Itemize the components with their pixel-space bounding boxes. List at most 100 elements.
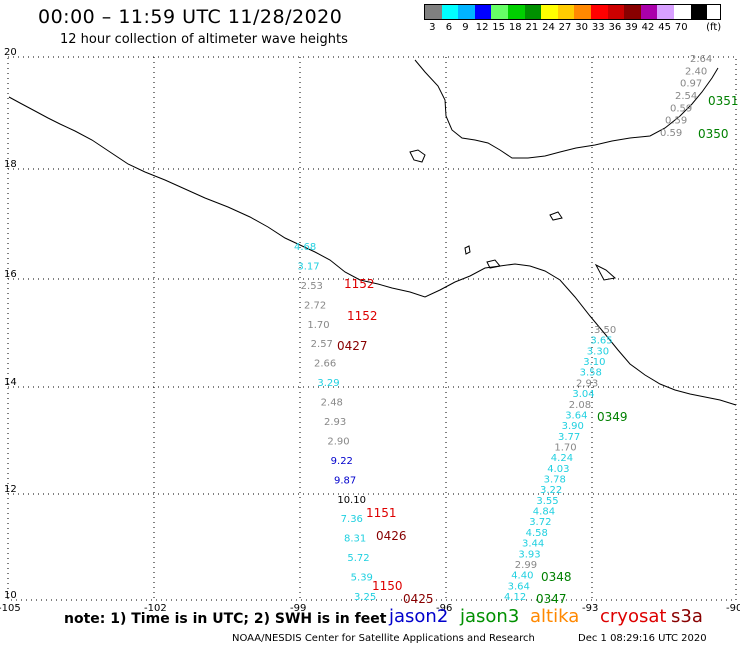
- wave-height-label: 4.03: [547, 464, 569, 475]
- wave-height-label: 2.40: [685, 66, 707, 77]
- lat-label: 14: [4, 377, 17, 388]
- legend-label: 70: [674, 22, 688, 33]
- wave-height-label: 5.39: [351, 573, 373, 584]
- wave-height-label: 4.24: [551, 453, 573, 464]
- wave-height-label: 3.65: [590, 336, 612, 347]
- altimeter-tracks: 2.642.400.972.540.590.590.594.683.172.53…: [294, 54, 712, 603]
- time-tags: 0351 0350 1152 1152 0427 0349 1151 0426 0348 1150…: [337, 94, 739, 606]
- coastline: [8, 96, 737, 406]
- legend-swatch: [458, 5, 475, 19]
- map-frame: [7, 56, 737, 601]
- wave-height-label: 3.58: [580, 368, 602, 379]
- lon-label: -93: [582, 603, 598, 614]
- wave-height-label: 9.22: [331, 456, 353, 467]
- lat-label: 16: [4, 269, 17, 280]
- wave-height-label: 0.59: [660, 128, 682, 139]
- wave-height-label: 4.40: [511, 571, 533, 582]
- legend-label: 27: [558, 22, 572, 33]
- wave-height-label: 3.10: [583, 357, 605, 368]
- island: [594, 263, 617, 281]
- legend-swatch: [640, 5, 658, 19]
- wave-height-label: 4.68: [294, 242, 316, 253]
- legend-swatch: [474, 5, 492, 19]
- satellite-s3a: s3a: [671, 606, 703, 627]
- wave-height-label: 3.30: [587, 346, 609, 357]
- graticule: 20 18 16 14 12 10 -105 -102 -99 -96 -93 -90: [0, 47, 740, 614]
- lon-label: -105: [0, 603, 21, 614]
- time-tag: 0349: [597, 410, 628, 424]
- legend-label: 45: [658, 22, 671, 33]
- legend-swatch: [441, 5, 459, 19]
- island: [486, 259, 501, 269]
- wave-height-label: 3.22: [540, 485, 562, 496]
- wave-height-label: 4.58: [526, 528, 548, 539]
- wave-height-label: 2.08: [569, 400, 591, 411]
- time-tag: 0426: [376, 529, 407, 543]
- satellite-altika: altika: [530, 606, 580, 627]
- island: [409, 149, 426, 163]
- satellite-jason2: jason2: [389, 606, 449, 627]
- time-tag: 0347: [536, 592, 567, 606]
- wave-height-label: 3.90: [562, 421, 584, 432]
- legend-swatch: [491, 5, 508, 19]
- legend-swatch: [557, 5, 575, 19]
- legend-unit: (ft): [706, 22, 722, 33]
- legend-swatches: [424, 4, 722, 20]
- time-tag: 0348: [541, 570, 572, 584]
- legend-label: 21: [525, 22, 539, 33]
- wave-height-label: 2.48: [321, 398, 343, 409]
- wave-height-label: 5.72: [347, 553, 369, 564]
- color-legend: 3 6 9 12 15 18 21 24 27 30 33 36 39 42 45 70 (ft): [424, 4, 722, 33]
- wave-height-label: 2.90: [327, 436, 349, 447]
- wave-height-label: 2.57: [311, 339, 333, 350]
- wave-height-label: 1.70: [307, 320, 329, 331]
- wave-height-label: 3.50: [594, 325, 616, 336]
- lon-label: -99: [290, 603, 306, 614]
- legend-label: 18: [508, 22, 522, 33]
- legend-swatch: [574, 5, 591, 19]
- lat-label: 18: [4, 159, 17, 170]
- time-tag: 1152: [344, 277, 375, 291]
- wave-height-label: 2.53: [301, 281, 323, 292]
- wave-height-label: 2.99: [515, 560, 537, 571]
- island: [549, 211, 563, 221]
- time-tag: 1150: [372, 579, 403, 593]
- wave-height-label: 2.64: [690, 54, 712, 65]
- legend-swatch: [541, 5, 558, 19]
- legend-swatch: [590, 5, 608, 19]
- legend-label: 30: [575, 22, 588, 33]
- wave-height-label: 2.66: [314, 359, 336, 370]
- legend-labels: 3 6 9 12 15 18 21 24 27 30 33 36 39 42 45 70 (ft): [424, 22, 721, 33]
- legend-swatch: [607, 5, 625, 19]
- wave-height-label: 3.64: [508, 581, 530, 592]
- wave-height-label: 2.93: [324, 417, 346, 428]
- wave-height-label: 3.72: [529, 517, 551, 528]
- legend-swatch: [690, 5, 708, 19]
- lat-label: 10: [4, 590, 17, 601]
- wave-height-label: 3.55: [536, 496, 558, 507]
- page-title: 00:00 – 11:59 UTC 11/28/2020: [38, 6, 343, 28]
- legend-label: 42: [641, 22, 655, 33]
- wave-height-label: 3.04: [572, 389, 594, 400]
- wave-height-label: 0.59: [665, 116, 687, 127]
- legend-label: 15: [492, 22, 506, 33]
- lon-label: -96: [436, 603, 452, 614]
- legend-swatch: [673, 5, 691, 19]
- wave-height-label: 3.29: [317, 378, 339, 389]
- legend-label: 12: [475, 22, 489, 33]
- time-tag: 1151: [366, 506, 397, 520]
- satellite-cryosat: cryosat: [600, 606, 667, 627]
- legend-swatch: [507, 5, 525, 19]
- wave-height-label: 4.12: [504, 592, 526, 603]
- time-tag: 0425: [403, 592, 434, 606]
- lat-label: 20: [4, 47, 17, 58]
- legend-label: 39: [625, 22, 638, 33]
- legend-label: 9: [462, 22, 469, 33]
- time-tag: 0427: [337, 339, 368, 353]
- wave-height-label: 9.87: [334, 475, 356, 486]
- legend-label: 24: [542, 22, 555, 33]
- legend-label: 6: [445, 22, 453, 33]
- wave-height-label: 3.78: [544, 475, 566, 486]
- wave-height-label: 2.72: [304, 300, 326, 311]
- wave-height-label: 3.64: [565, 410, 587, 421]
